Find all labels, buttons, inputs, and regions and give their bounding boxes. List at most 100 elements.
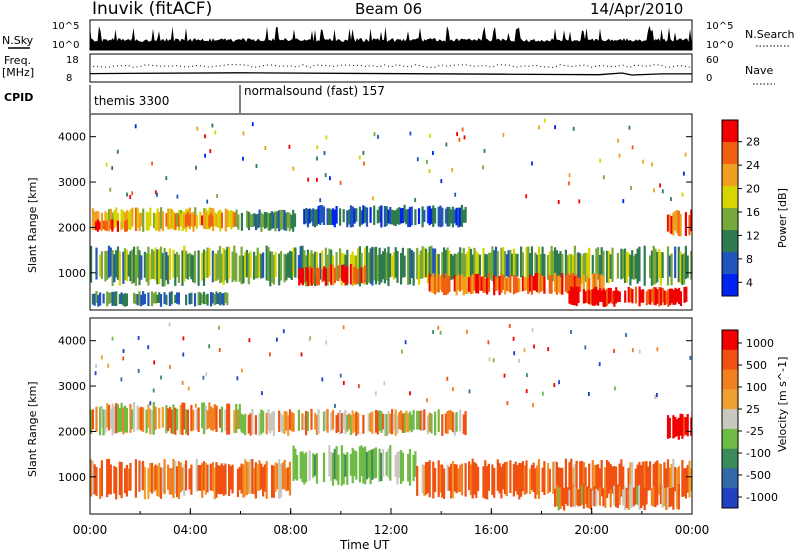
heatmap-cell (636, 248, 639, 284)
heatmap-cell (444, 413, 447, 434)
heatmap-cell (186, 211, 189, 226)
heatmap-cell (591, 289, 594, 306)
heatmap-cell (421, 410, 424, 431)
heatmap-speck (242, 131, 245, 136)
heatmap-cell (638, 462, 641, 495)
nave-tick-bottom: 0 (706, 73, 712, 84)
heatmap-speck (681, 192, 684, 197)
power-colorbar-block (722, 274, 738, 297)
heatmap-cell (475, 250, 478, 279)
nsky-label: N.Sky (2, 34, 34, 47)
heatmap-cell (204, 213, 207, 229)
heatmap-cell (328, 248, 331, 282)
heatmap-cell (115, 403, 118, 434)
heatmap-cell (362, 266, 365, 284)
heatmap-cell (149, 254, 152, 280)
heatmap-speck (468, 389, 471, 394)
nsky-tick-bottom: 10^0 (52, 40, 79, 51)
heatmap-cell (116, 246, 120, 280)
heatmap-cell (93, 293, 96, 306)
heatmap-speck (513, 351, 516, 356)
heatmap-cell (572, 287, 575, 306)
heatmap-cell (326, 408, 329, 433)
heatmap-cell (305, 452, 308, 483)
heatmap-cell (507, 250, 510, 283)
power-colorbar-block (722, 186, 738, 209)
heatmap-cell (398, 451, 401, 478)
heatmap-cell (602, 250, 605, 286)
heatmap-cell (448, 207, 451, 227)
heatmap-cell (674, 287, 677, 305)
heatmap-cell (281, 462, 284, 490)
heatmap-speck (137, 368, 140, 373)
heatmap-cell (670, 253, 673, 286)
heatmap-cell (446, 411, 449, 434)
heatmap-cell (351, 206, 354, 227)
heatmap-cell (437, 206, 440, 227)
heatmap-cell (274, 462, 277, 492)
heatmap-cell (333, 209, 336, 228)
y-tick-label: 1000 (58, 267, 86, 280)
heatmap-cell (457, 468, 460, 493)
heatmap-cell (496, 459, 499, 491)
heatmap-speck (264, 146, 267, 150)
heatmap-cell (300, 268, 303, 284)
heatmap-cell (450, 410, 453, 431)
x-tick-label: 00:00 (73, 523, 108, 537)
heatmap-cell (502, 463, 505, 490)
heatmap-cell (122, 293, 125, 306)
heatmap-cell (579, 461, 582, 498)
velocity-colorbar-block (722, 330, 738, 351)
heatmap-cell (99, 292, 102, 306)
heatmap-cell (552, 461, 555, 494)
heatmap-cell (489, 252, 492, 280)
heatmap-cell (168, 292, 171, 306)
heatmap-cell (494, 276, 498, 291)
heatmap-cell (349, 205, 352, 228)
heatmap-cell (113, 466, 116, 494)
velocity-colorbar-tick: -1000 (746, 491, 778, 504)
heatmap-speck (288, 144, 291, 149)
heatmap-cell (511, 253, 514, 277)
heatmap-cell (91, 293, 94, 305)
heatmap-cell (108, 209, 111, 227)
heatmap-speck (218, 348, 221, 352)
heatmap-cell (326, 208, 329, 225)
heatmap-speck (339, 180, 342, 185)
heatmap-cell (434, 468, 437, 493)
heatmap-cell (113, 210, 116, 229)
heatmap-cell (598, 274, 601, 294)
heatmap-cell (385, 414, 388, 436)
heatmap-cell (613, 485, 616, 506)
heatmap-speck (426, 398, 428, 403)
velocity-colorbar-tick: -25 (746, 425, 764, 438)
heatmap-cell (339, 208, 342, 226)
heatmap-cell (310, 209, 313, 222)
heatmap-cell (136, 294, 139, 306)
heatmap-cell (652, 245, 655, 285)
heatmap-cell (134, 459, 137, 498)
heatmap-cell (238, 255, 241, 282)
power-colorbar-tick: 16 (746, 206, 760, 219)
heatmap-cell (455, 276, 458, 296)
heatmap-cell (374, 410, 378, 433)
heatmap-cell (206, 293, 209, 306)
heatmap-cell (439, 205, 442, 228)
heatmap-cell (116, 404, 120, 433)
heatmap-speck (409, 391, 411, 396)
heatmap-cell (172, 211, 175, 230)
heatmap-cell (371, 449, 374, 480)
heatmap-cell (606, 288, 609, 306)
heatmap-speck (598, 362, 601, 367)
heatmap-cell (102, 220, 105, 230)
heatmap-speck (446, 376, 449, 381)
heatmap-cell (677, 417, 680, 440)
heatmap-cell (620, 248, 623, 280)
heatmap-cell (95, 211, 98, 228)
heatmap-cell (654, 486, 657, 508)
heatmap-cell (201, 402, 204, 429)
heatmap-cell (177, 214, 180, 228)
heatmap-cell (136, 405, 139, 431)
cpid-label: CPID (4, 91, 33, 104)
heatmap-cell (224, 463, 227, 495)
